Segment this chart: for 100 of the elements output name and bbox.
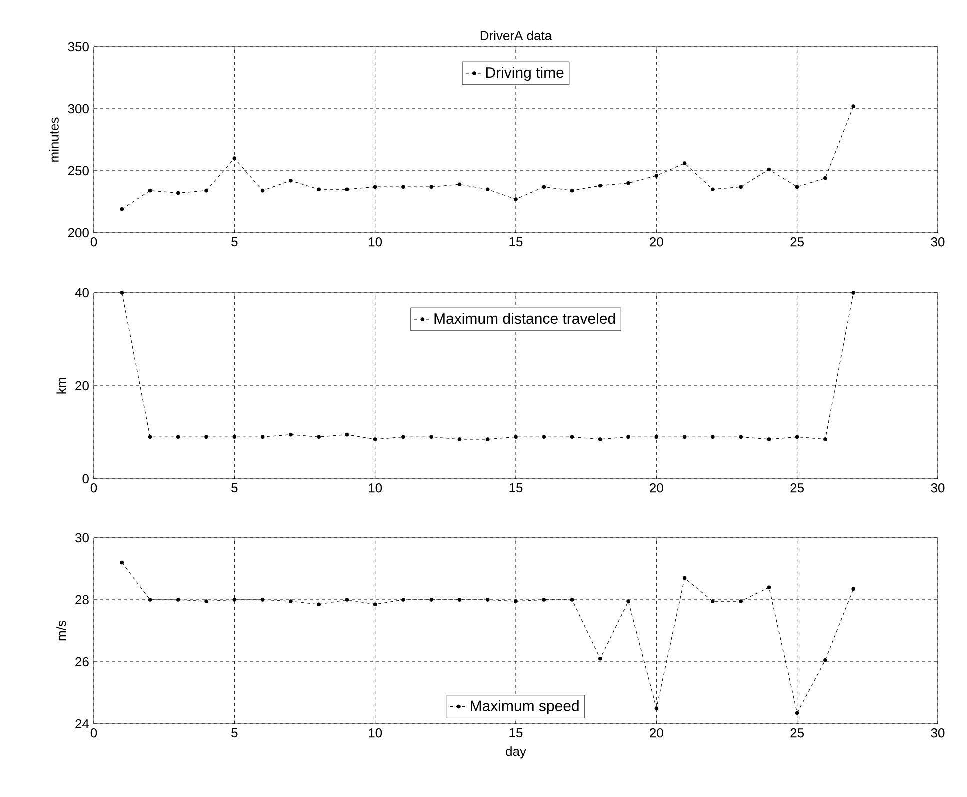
point [795, 185, 800, 190]
point [204, 435, 208, 440]
point [430, 435, 434, 440]
point [514, 435, 518, 440]
point [824, 176, 828, 180]
point [430, 598, 434, 602]
point [148, 435, 152, 440]
point [824, 658, 828, 662]
point [514, 198, 518, 202]
point [486, 438, 490, 442]
point [176, 598, 180, 602]
point [514, 600, 518, 604]
point [176, 191, 180, 196]
point [345, 432, 350, 437]
point [402, 185, 406, 190]
point [430, 185, 434, 190]
point [739, 435, 743, 440]
point [176, 435, 180, 440]
x-tick-label: 10 [369, 728, 382, 738]
point [345, 188, 350, 192]
point [711, 435, 715, 440]
x-tick-label: 5 [232, 238, 238, 247]
point [317, 602, 321, 607]
point [626, 181, 630, 186]
point [148, 598, 152, 602]
point [402, 598, 406, 602]
point [542, 185, 546, 190]
y-axis-title: m/s [56, 620, 66, 641]
point [626, 435, 630, 440]
point [682, 576, 687, 580]
point [767, 438, 772, 442]
point [542, 435, 546, 440]
point [598, 438, 602, 442]
point [120, 291, 124, 295]
y-tick-label: 300 [68, 104, 89, 114]
y-tick-label: 40 [75, 288, 89, 298]
point [402, 435, 406, 440]
point [626, 600, 630, 604]
point [120, 560, 124, 565]
point [570, 188, 574, 193]
point [289, 179, 293, 183]
chart-title: DriverA data [480, 30, 552, 40]
x-tick-label: 25 [790, 484, 804, 493]
y-tick-label: 350 [68, 42, 89, 52]
point [795, 435, 800, 440]
point [120, 208, 124, 212]
point [711, 188, 715, 192]
y-tick-label: 26 [76, 657, 89, 667]
point [795, 711, 800, 716]
y-tick-label: 200 [68, 228, 89, 238]
point [570, 598, 574, 602]
x-tick-label: 20 [650, 484, 664, 493]
point [458, 438, 462, 442]
x-tick-label: 5 [232, 484, 238, 493]
x-tick-label: 10 [369, 238, 382, 247]
point [373, 438, 378, 442]
point [654, 174, 659, 178]
point [824, 438, 828, 442]
x-tick-label: 10 [369, 484, 382, 493]
point [373, 602, 378, 607]
x-tick-label: 20 [650, 728, 664, 738]
point [654, 435, 659, 440]
y-axis-title: minutes [49, 118, 59, 162]
point [598, 184, 602, 188]
y-tick-label: 28 [76, 595, 89, 605]
y-axis-title: km [56, 378, 66, 394]
point [852, 587, 856, 592]
point [486, 188, 490, 192]
x-axis-title: day [506, 746, 526, 759]
y-tick-label: 30 [76, 533, 89, 543]
y-tick-label: 20 [76, 381, 89, 391]
point [232, 156, 237, 160]
point [458, 182, 462, 187]
point [767, 586, 772, 590]
x-tick-label: 5 [232, 728, 238, 738]
point [260, 188, 265, 193]
point [654, 706, 659, 710]
x-tick-label: 30 [931, 728, 945, 738]
y-tick-label: 0 [82, 474, 89, 484]
point [204, 188, 208, 193]
point [289, 432, 293, 437]
y-tick-label: 250 [68, 166, 89, 176]
x-tick-label: 30 [931, 238, 945, 247]
point [260, 435, 265, 440]
point [345, 598, 350, 602]
point [542, 598, 546, 602]
x-tick-label: 15 [510, 484, 523, 493]
point [682, 435, 687, 440]
x-tick-label: 30 [931, 484, 945, 493]
legend-label: Maximum speed [471, 700, 579, 714]
point [458, 598, 462, 602]
point [739, 600, 743, 604]
point [232, 598, 237, 602]
x-tick-label: 0 [90, 238, 98, 247]
point [570, 435, 574, 440]
x-tick-label: 15 [510, 238, 523, 247]
point [317, 435, 321, 440]
x-tick-label: 20 [650, 238, 664, 247]
legend-label: Maximum distance traveled [434, 313, 616, 324]
point [148, 188, 152, 193]
